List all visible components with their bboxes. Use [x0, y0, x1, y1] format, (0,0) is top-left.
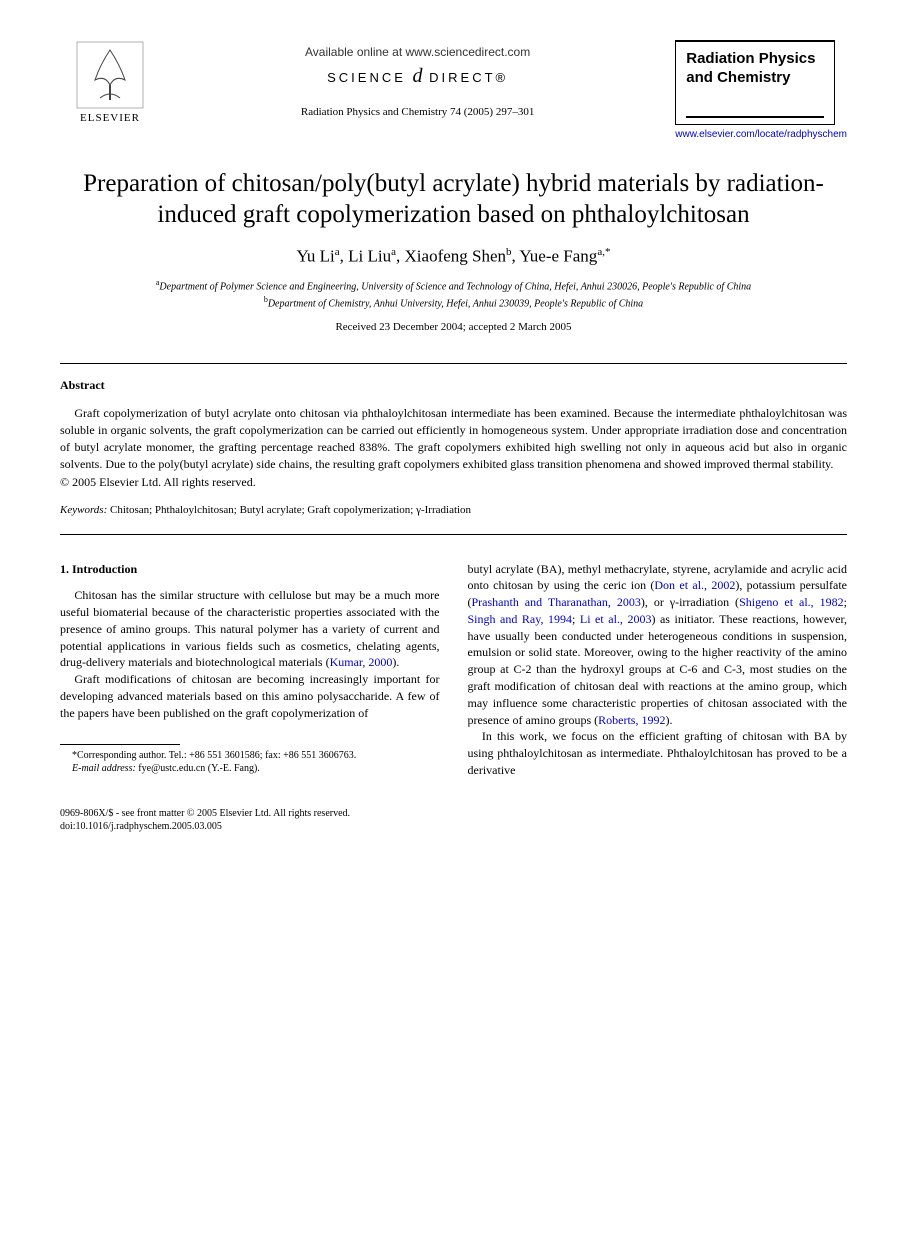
sd-d-icon: d [413, 65, 423, 87]
citation-roberts[interactable]: Roberts, 1992 [598, 713, 665, 727]
citation-don[interactable]: Don et al., 2002 [654, 578, 735, 592]
abstract-text: Graft copolymerization of butyl acrylate… [60, 405, 847, 472]
section-heading-intro: 1. Introduction [60, 561, 440, 578]
footer-doi: doi:10.1016/j.radphyschem.2005.03.005 [60, 820, 847, 833]
journal-box-divider [686, 116, 824, 118]
corresponding-author-footnote: *Corresponding author. Tel.: +86 551 360… [60, 749, 440, 776]
citation-prashanth[interactable]: Prashanth and Tharanathan, 2003 [472, 595, 641, 609]
journal-box-wrapper: Radiation Physics and Chemistry www.else… [675, 40, 847, 140]
keywords-values: Chitosan; Phthaloylchitosan; Butyl acryl… [107, 504, 471, 516]
divider-bottom [60, 534, 847, 535]
email-address: fye@ustc.edu.cn (Y.-E. Fang). [136, 763, 260, 774]
elsevier-label: ELSEVIER [80, 112, 140, 124]
article-title: Preparation of chitosan/poly(butyl acryl… [70, 168, 837, 231]
c2-text-d: ; [844, 595, 847, 609]
citation-singh[interactable]: Singh and Ray, 1994 [468, 612, 572, 626]
citation-li[interactable]: Li et al., 2003 [580, 612, 652, 626]
divider-top [60, 363, 847, 364]
body-columns: 1. Introduction Chitosan has the similar… [60, 561, 847, 779]
p1-text-b: ). [392, 655, 399, 669]
sd-prefix: SCIENCE [327, 70, 406, 85]
intro-paragraph-1: Chitosan has the similar structure with … [60, 587, 440, 671]
affiliation-a-text: Department of Polymer Science and Engine… [159, 281, 751, 292]
c2-text-e: ; [572, 612, 580, 626]
footnote-email-line: E-mail address: fye@ustc.edu.cn (Y.-E. F… [60, 762, 440, 776]
abstract-copyright: © 2005 Elsevier Ltd. All rights reserved… [60, 475, 847, 490]
publisher-logo-block: ELSEVIER [60, 40, 160, 124]
journal-homepage-link[interactable]: www.elsevier.com/locate/radphyschem [675, 129, 847, 140]
elsevier-tree-icon [75, 40, 145, 110]
sd-suffix: DIRECT® [429, 70, 508, 85]
available-online-text: Available online at www.sciencedirect.co… [160, 45, 675, 59]
c2-text-f: ) as initiator. These reactions, however… [468, 612, 848, 727]
page-footer: 0969-806X/$ - see front matter © 2005 El… [60, 807, 847, 833]
affiliations-block: aDepartment of Polymer Science and Engin… [60, 277, 847, 312]
c2-text-g: ). [665, 713, 672, 727]
email-label: E-mail address: [72, 763, 136, 774]
affiliation-a: aDepartment of Polymer Science and Engin… [60, 277, 847, 294]
intro-paragraph-2-continued: butyl acrylate (BA), methyl methacrylate… [468, 561, 848, 729]
header-center: Available online at www.sciencedirect.co… [160, 40, 675, 118]
affiliation-b: bDepartment of Chemistry, Anhui Universi… [60, 294, 847, 311]
footer-front-matter: 0969-806X/$ - see front matter © 2005 El… [60, 807, 847, 820]
column-left: 1. Introduction Chitosan has the similar… [60, 561, 440, 779]
keywords-line: Keywords: Chitosan; Phthaloylchitosan; B… [60, 504, 847, 516]
affiliation-b-text: Department of Chemistry, Anhui Universit… [268, 298, 643, 309]
author-list: Yu Lia, Li Liua, Xiaofeng Shenb, Yue-e F… [60, 246, 847, 267]
c2-text-c: ), or γ-irradiation ( [641, 595, 739, 609]
citation-shigeno[interactable]: Shigeno et al., 1982 [739, 595, 844, 609]
journal-title-box: Radiation Physics and Chemistry [675, 40, 835, 125]
sciencedirect-logo: SCIENCE d DIRECT® [160, 65, 675, 88]
intro-paragraph-3: In this work, we focus on the efficient … [468, 728, 848, 778]
column-right: butyl acrylate (BA), methyl methacrylate… [468, 561, 848, 779]
page-header: ELSEVIER Available online at www.science… [60, 40, 847, 140]
footnote-divider [60, 744, 180, 745]
keywords-label: Keywords: [60, 504, 107, 516]
journal-box-title: Radiation Physics and Chemistry [686, 50, 824, 88]
footnote-corresponding: *Corresponding author. Tel.: +86 551 360… [60, 749, 440, 763]
citation-kumar[interactable]: Kumar, 2000 [330, 655, 393, 669]
intro-paragraph-2: Graft modifications of chitosan are beco… [60, 671, 440, 721]
abstract-heading: Abstract [60, 378, 847, 393]
journal-reference: Radiation Physics and Chemistry 74 (2005… [160, 106, 675, 118]
article-dates: Received 23 December 2004; accepted 2 Ma… [60, 321, 847, 333]
